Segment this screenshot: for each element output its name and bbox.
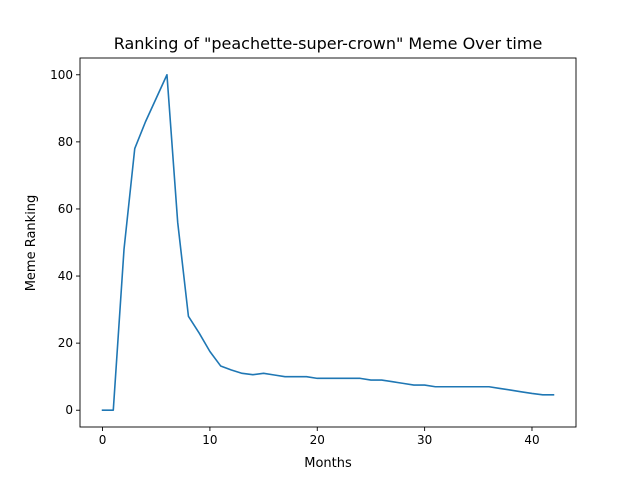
y-tick-label-20: 20 [58, 336, 73, 350]
x-tick-label-20: 20 [310, 433, 325, 447]
x-tick-label-40: 40 [524, 433, 539, 447]
y-axis-label: Meme Ranking [24, 195, 39, 292]
y-tick-label-60: 60 [58, 202, 73, 216]
x-tick-label-10: 10 [202, 433, 217, 447]
x-tick-label-30: 30 [417, 433, 432, 447]
chart-title: Ranking of "peachette-super-crown" Meme … [114, 34, 543, 53]
y-tick-label-80: 80 [58, 135, 73, 149]
y-tick-label-0: 0 [65, 403, 73, 417]
axes-frame [79, 57, 577, 428]
series-line-0 [101, 73, 555, 412]
y-tick-label-100: 100 [50, 68, 73, 82]
plot-area: 0 10 20 30 40 0 20 40 60 80 100 [50, 57, 577, 447]
x-axis-label: Months [304, 456, 352, 471]
x-tick-label-0: 0 [99, 433, 107, 447]
y-tick-label-40: 40 [58, 269, 73, 283]
